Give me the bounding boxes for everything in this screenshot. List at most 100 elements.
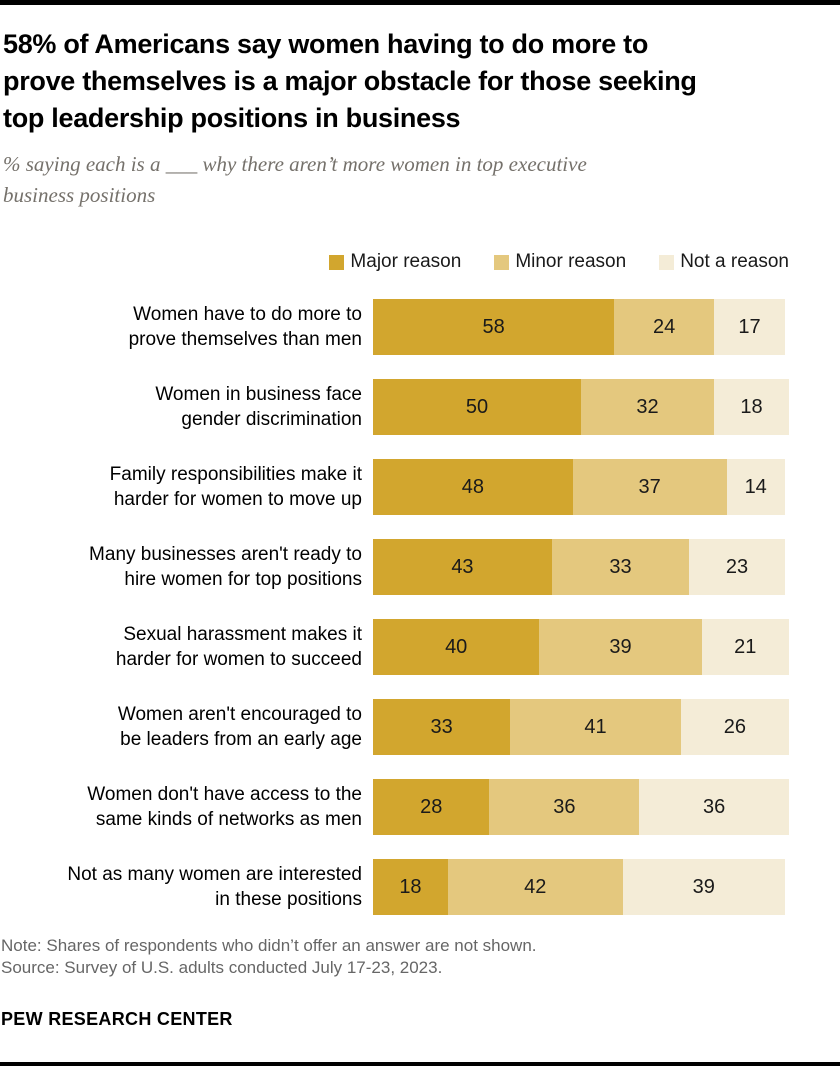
legend-item: Minor reason [494,251,626,273]
chart-row: Women aren't encouraged to be leaders fro… [3,699,840,755]
bar-value-label: 26 [723,715,747,738]
bottom-rule [0,1062,840,1066]
chart-row: Many businesses aren't ready to hire wome… [3,539,840,595]
bar-value-label: 33 [609,555,632,578]
category-label-line: Women don't have access to the [87,784,362,805]
bar-value-label: 36 [702,795,726,818]
legend-swatch-icon [329,254,345,270]
bar-segment: 48 [373,459,573,515]
bar-value-label: 37 [638,475,661,498]
category-label: Women in business face gender discriminat… [3,382,373,432]
bar-segment: 18 [373,859,448,915]
category-label: Women have to do more to prove themselves… [3,302,373,352]
bar-segment: 18 [714,379,789,435]
legend-item: Major reason [329,251,461,273]
bar-segment: 43 [373,539,552,595]
bar-value-label: 48 [461,475,484,498]
category-label-line: Family responsibilities make it [109,464,362,485]
category-label-line: Sexual harassment makes it [123,624,362,645]
source-text: Source: Survey of U.S. adults conducted … [1,958,443,977]
title-line: 58% of Americans say women having to do … [3,29,649,59]
bar-value-label: 43 [451,555,474,578]
note-text: Note: Shares of respondents who didn’t o… [1,936,537,955]
bar-value-label: 28 [420,795,443,818]
bar-value-label: 41 [584,715,607,738]
bar-segment: 33 [551,539,690,595]
legend-label: Not a reason [680,251,789,272]
bar-track: 33 41 26 [373,699,789,755]
subtitle-line: business positions [3,183,156,207]
bar-track: 43 33 23 [373,539,789,595]
chart-row: Women have to do more to prove themselves… [3,299,840,355]
bar-value-label: 32 [636,395,659,418]
category-label: Sexual harassment makes it harder for wom… [3,622,373,672]
chart-legend: Major reason Minor reason Not a reason [3,251,789,273]
category-label: Women don't have access to the same kinds… [3,782,373,832]
chart-row: Not as many women are interested in these… [3,859,840,915]
chart-row: Family responsibilities make it harder fo… [3,459,840,515]
bar-value-label: 24 [653,315,676,338]
bar-track: 58 24 17 [373,299,789,355]
bar-value-label: 18 [399,875,422,898]
bar-segment: 37 [572,459,727,515]
subtitle-line: % saying each is a ___ why there aren’t … [3,152,587,176]
bar-value-label: 58 [482,315,505,338]
category-label-line: Many businesses aren't ready to [89,544,362,565]
bar-value-label: 39 [609,635,632,658]
bar-value-label: 14 [744,475,767,498]
title-line: prove themselves is a major obstacle for… [3,66,697,96]
category-label: Many businesses aren't ready to hire wome… [3,542,373,592]
bar-segment: 23 [689,539,785,595]
bar-segment: 39 [622,859,785,915]
pew-research-center-logo: PEW RESEARCH CENTER [1,1009,233,1029]
category-label-line: harder for women to succeed [115,649,362,670]
chart-subtitle: % saying each is a ___ why there aren’t … [3,149,840,211]
bar-segment: 58 [373,299,615,355]
stacked-bar-chart: Women have to do more to prove themselves… [3,299,840,915]
category-label-line: gender discrimination [181,409,362,430]
bar-value-label: 42 [524,875,547,898]
bar-segment: 32 [581,379,715,435]
bar-segment: 21 [701,619,789,675]
bar-segment: 42 [447,859,623,915]
category-label-line: Women in business face [155,384,362,405]
bar-segment: 39 [539,619,702,675]
chart-row: Sexual harassment makes it harder for wom… [3,619,840,675]
legend-item: Not a reason [659,251,789,273]
bar-track: 48 37 14 [373,459,789,515]
legend-label: Minor reason [515,251,627,272]
bar-track: 50 32 18 [373,379,789,435]
bar-value-label: 39 [692,875,715,898]
category-label-line: Women aren't encouraged to [117,704,362,725]
bar-segment: 36 [489,779,640,835]
category-label: Not as many women are interested in these… [3,862,373,912]
bar-value-label: 50 [465,395,489,418]
top-rule [0,0,840,5]
bar-value-label: 40 [445,635,468,658]
bar-track: 18 42 39 [373,859,789,915]
bar-value-label: 23 [725,555,749,578]
page-title: 58% of Americans say women having to do … [3,26,840,137]
legend-swatch-icon [494,254,510,270]
category-label-line: prove themselves than men [128,329,362,350]
bar-segment: 40 [373,619,540,675]
bar-value-label: 17 [738,315,761,338]
bar-segment: 17 [714,299,785,355]
bar-segment: 14 [726,459,785,515]
bar-segment: 50 [373,379,581,435]
bar-segment: 41 [510,699,681,755]
category-label-line: same kinds of networks as men [95,809,362,830]
category-label-line: Not as many women are interested [67,864,362,885]
bar-segment: 36 [639,779,789,835]
bar-segment: 26 [680,699,789,755]
category-label-line: Women have to do more to [133,304,362,325]
legend-swatch-icon [659,254,675,270]
bar-segment: 33 [373,699,511,755]
chart-row: Women don't have access to the same kinds… [3,779,840,835]
bar-value-label: 21 [734,635,757,658]
bar-value-label: 18 [740,395,763,418]
legend-label: Major reason [350,251,462,272]
category-label-line: in these positions [215,889,362,910]
bar-value-label: 36 [553,795,576,818]
chart-footer: Note: Shares of respondents who didn’t o… [1,935,840,979]
